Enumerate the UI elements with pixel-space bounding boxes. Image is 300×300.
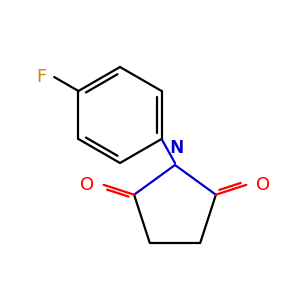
Text: F: F <box>36 68 46 86</box>
Text: O: O <box>80 176 94 194</box>
Text: O: O <box>256 176 271 194</box>
Text: N: N <box>170 139 184 157</box>
Text: N: N <box>169 139 183 157</box>
